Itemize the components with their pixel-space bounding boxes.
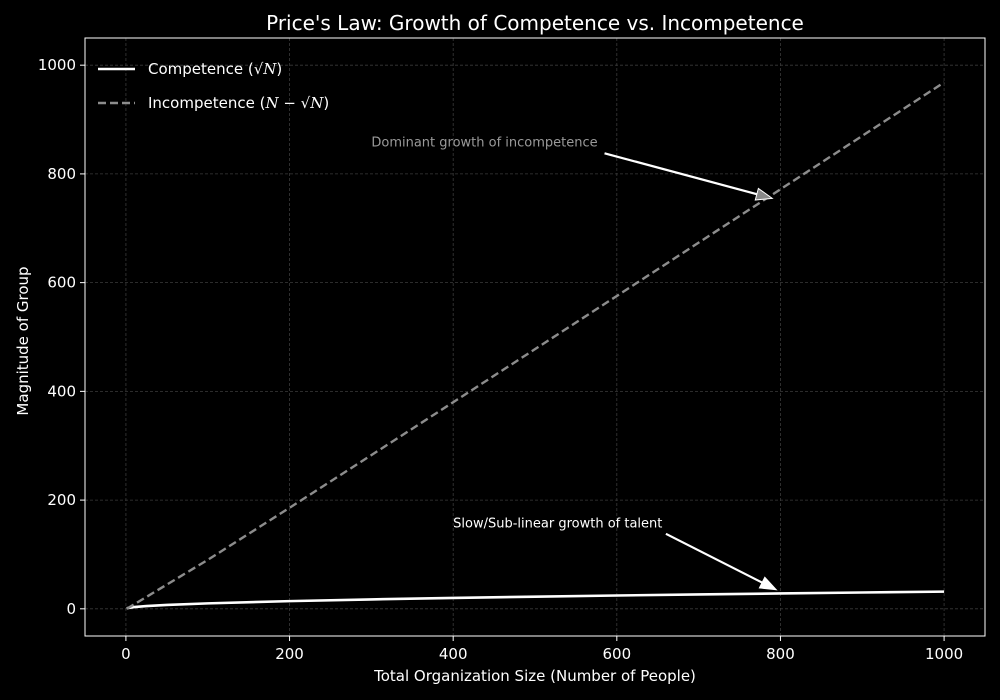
y-tick-label: 800 bbox=[47, 165, 76, 183]
series-line-incompetence bbox=[126, 81, 945, 610]
annotation-arrow-1 bbox=[604, 152, 758, 196]
legend: Competence (√N) Incompetence (N − √N) bbox=[98, 60, 329, 112]
annotation-arrowhead-2 bbox=[758, 576, 778, 591]
x-tick-label: 0 bbox=[121, 645, 131, 663]
y-tick-label: 1000 bbox=[38, 56, 76, 74]
x-tick-label: 800 bbox=[766, 645, 795, 663]
ticks: 0 200 400 600 800 1000 0 200 400 600 800 1000 bbox=[38, 56, 963, 663]
x-tick-label: 200 bbox=[275, 645, 304, 663]
series-line-competence bbox=[126, 590, 945, 610]
chart-title: Price's Law: Growth of Competence vs. In… bbox=[266, 11, 804, 35]
grid bbox=[85, 38, 985, 636]
annotation-layer: Dominant growth of incompetence Slow/Sub-… bbox=[371, 136, 778, 591]
y-tick-label: 600 bbox=[47, 274, 76, 292]
x-tick-label: 600 bbox=[602, 645, 631, 663]
x-tick-label: 1000 bbox=[925, 645, 963, 663]
legend-label-1: Competence (√N) bbox=[148, 60, 282, 78]
annotation-arrow-2 bbox=[665, 532, 763, 584]
series-layer bbox=[126, 81, 945, 610]
annotation-arrowhead-1 bbox=[754, 187, 774, 201]
y-tick-label: 400 bbox=[47, 382, 76, 400]
x-axis-label: Total Organization Size (Number of Peopl… bbox=[373, 667, 696, 685]
plot-frame bbox=[84, 37, 986, 637]
legend-label-2: Incompetence (N − √N) bbox=[148, 94, 329, 112]
x-tick-label: 400 bbox=[439, 645, 468, 663]
y-tick-label: 200 bbox=[47, 491, 76, 509]
y-tick-label: 0 bbox=[66, 600, 76, 618]
y-axis-label: Magnitude of Group bbox=[14, 266, 32, 415]
annotation-text-2: Slow/Sub-linear growth of talent bbox=[453, 516, 662, 531]
annotation-text-1: Dominant growth of incompetence bbox=[371, 136, 597, 151]
